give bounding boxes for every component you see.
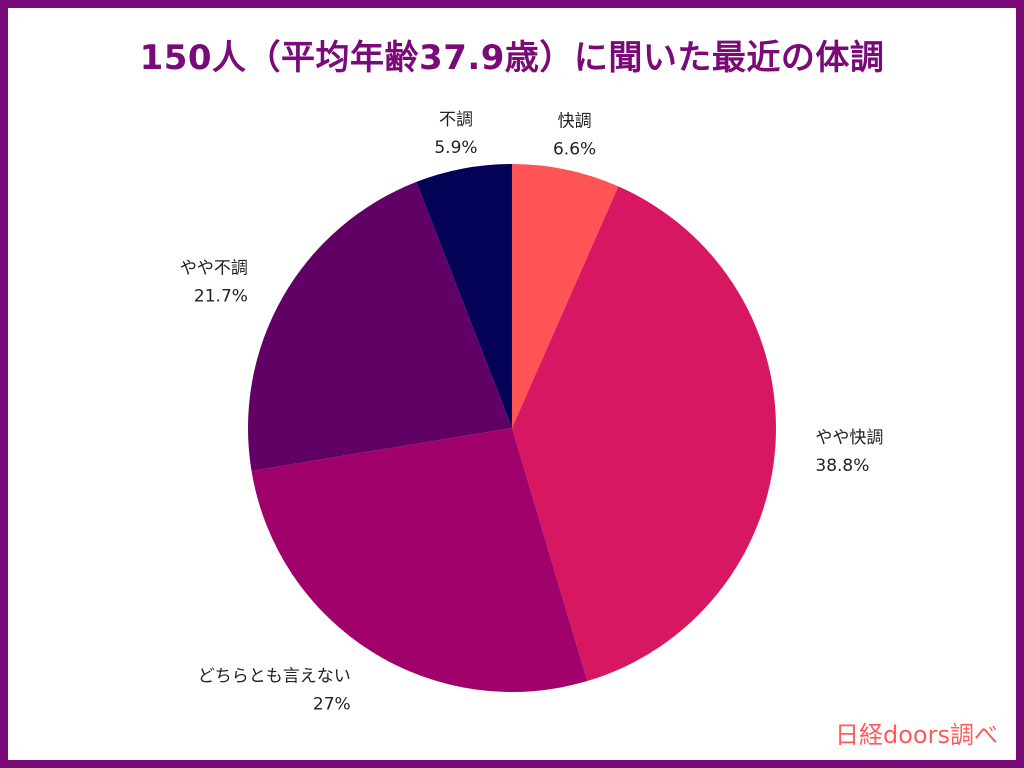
pie-labels: 快調 6.6% やや快調 38.8% どちらとも言えない 27% やや不調 21.7% 不調 5.… bbox=[180, 110, 883, 714]
slice-value-label: 38.8% bbox=[815, 456, 869, 476]
pie-slice-5 bbox=[416, 164, 512, 428]
slice-category-label: やや不調 bbox=[180, 258, 248, 278]
pie-slices bbox=[248, 164, 776, 692]
slice-value-label: 21.7% bbox=[194, 286, 248, 306]
slice-value-label: 6.6% bbox=[553, 140, 596, 160]
pie-slice-3 bbox=[251, 428, 588, 692]
slice-category-label: 快調 bbox=[558, 112, 592, 132]
slice-value-label: 5.9% bbox=[434, 138, 477, 158]
pie-slice-4 bbox=[248, 181, 513, 471]
chart-title: 150人（平均年齢37.9歳）に聞いた最近の体調 bbox=[139, 38, 885, 78]
pie-slice-2 bbox=[512, 186, 776, 682]
pie-slice-1 bbox=[512, 164, 619, 428]
slice-value-label: 27% bbox=[313, 695, 351, 715]
slice-category-label: どちらとも言えない bbox=[198, 667, 351, 687]
slice-category-label: やや快調 bbox=[815, 428, 883, 448]
slice-category-label: 不調 bbox=[439, 110, 473, 130]
source-credit: 日経doors調べ bbox=[835, 721, 998, 749]
